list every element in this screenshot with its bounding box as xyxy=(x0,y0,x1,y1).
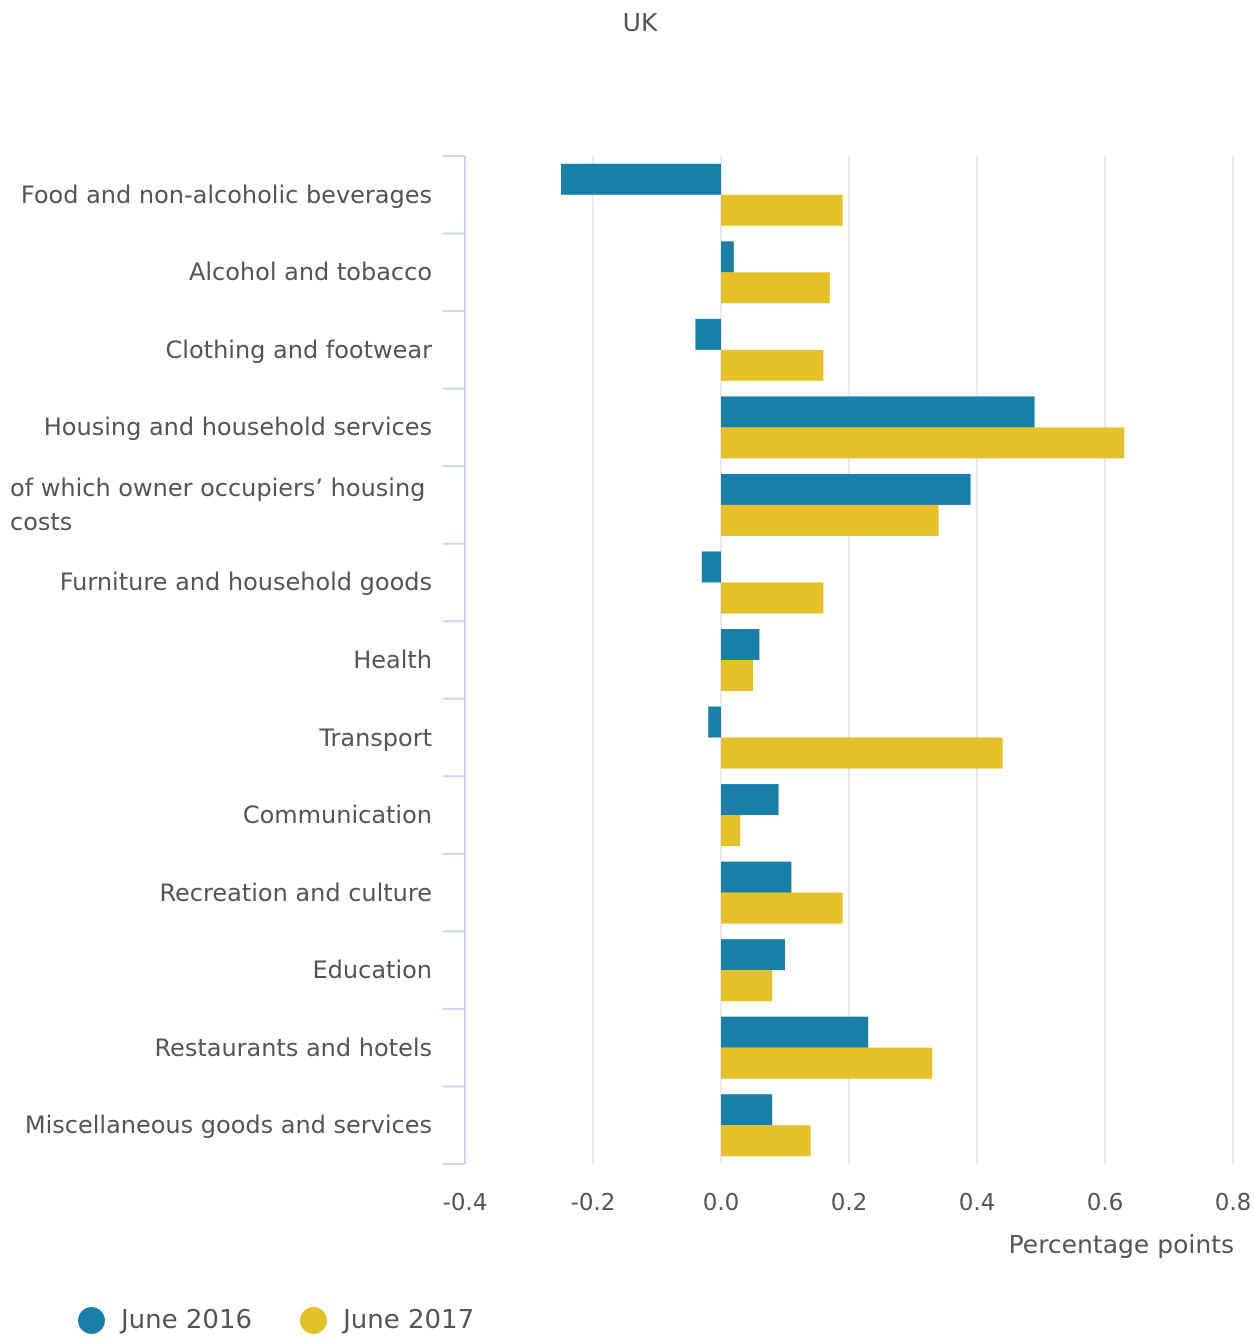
x-tick-label: 0.2 xyxy=(831,1190,868,1216)
category-label: Education xyxy=(312,956,432,985)
legend: June 2016 June 2017 xyxy=(78,1305,522,1335)
bar-june-2016 xyxy=(561,163,721,195)
chart-subtitle: UK xyxy=(622,8,658,37)
legend-item-june-2016[interactable]: June 2016 xyxy=(78,1305,252,1335)
legend-label-june-2017: June 2017 xyxy=(343,1305,475,1335)
bar-june-2017 xyxy=(721,349,824,381)
legend-label-june-2016: June 2016 xyxy=(121,1305,253,1335)
x-tick-label: 0.0 xyxy=(703,1190,740,1216)
legend-marker-june-2016 xyxy=(78,1306,105,1334)
bar-june-2016 xyxy=(701,551,721,583)
legend-marker-june-2017 xyxy=(300,1306,328,1334)
bar-june-2016 xyxy=(708,706,721,738)
x-tick-label: 0.8 xyxy=(1215,1190,1252,1216)
legend-item-june-2017[interactable]: June 2017 xyxy=(300,1305,474,1335)
bar-june-2016 xyxy=(721,861,792,893)
category-label: Miscellaneous goods and services xyxy=(24,1111,432,1140)
bar-june-2017 xyxy=(721,582,824,614)
bar-june-2017 xyxy=(721,660,753,691)
category-label: Health xyxy=(353,646,432,674)
category-label: Recreation and culture xyxy=(159,878,432,907)
bar-june-2016 xyxy=(721,473,971,505)
x-axis-title: Percentage points xyxy=(1008,1230,1234,1259)
category-label: Transport xyxy=(319,723,432,752)
bar-june-2017 xyxy=(721,970,773,1002)
bar-june-2016 xyxy=(721,784,779,816)
bar-june-2017 xyxy=(721,504,939,536)
x-tick-label: -0.4 xyxy=(443,1190,488,1216)
bar-june-2017 xyxy=(721,194,843,226)
bar-june-2017 xyxy=(721,1047,933,1079)
category-label: of which owner occupiers’ housing costs xyxy=(10,473,426,536)
bar-june-2016 xyxy=(721,1016,869,1048)
x-tick-label: 0.6 xyxy=(1087,1190,1124,1216)
bar-june-2017 xyxy=(721,1125,811,1157)
bar-june-2016 xyxy=(721,1094,773,1126)
bar-june-2016 xyxy=(695,318,721,350)
bar-june-2017 xyxy=(721,892,843,924)
x-tick-label: 0.4 xyxy=(959,1190,996,1216)
bar-june-2017 xyxy=(721,815,741,847)
bar-june-2016 xyxy=(721,396,1035,428)
category-label: Clothing and footwear xyxy=(165,335,432,364)
category-label: Alcohol and tobacco xyxy=(188,258,432,287)
bar-june-2016 xyxy=(721,939,785,971)
category-label: Furniture and household goods xyxy=(59,568,432,597)
category-label: Food and non-alcoholic beverages xyxy=(20,180,432,209)
category-label: Communication xyxy=(242,801,432,830)
bar-june-2016 xyxy=(721,629,760,660)
x-tick-label: -0.2 xyxy=(571,1190,616,1216)
category-label: Housing and household services xyxy=(43,413,432,442)
category-label: Restaurants and hotels xyxy=(154,1033,432,1062)
bar-june-2016 xyxy=(721,241,734,273)
bar-june-2017 xyxy=(721,737,1003,769)
bar-june-2017 xyxy=(721,427,1125,459)
bar-june-2017 xyxy=(721,272,830,304)
